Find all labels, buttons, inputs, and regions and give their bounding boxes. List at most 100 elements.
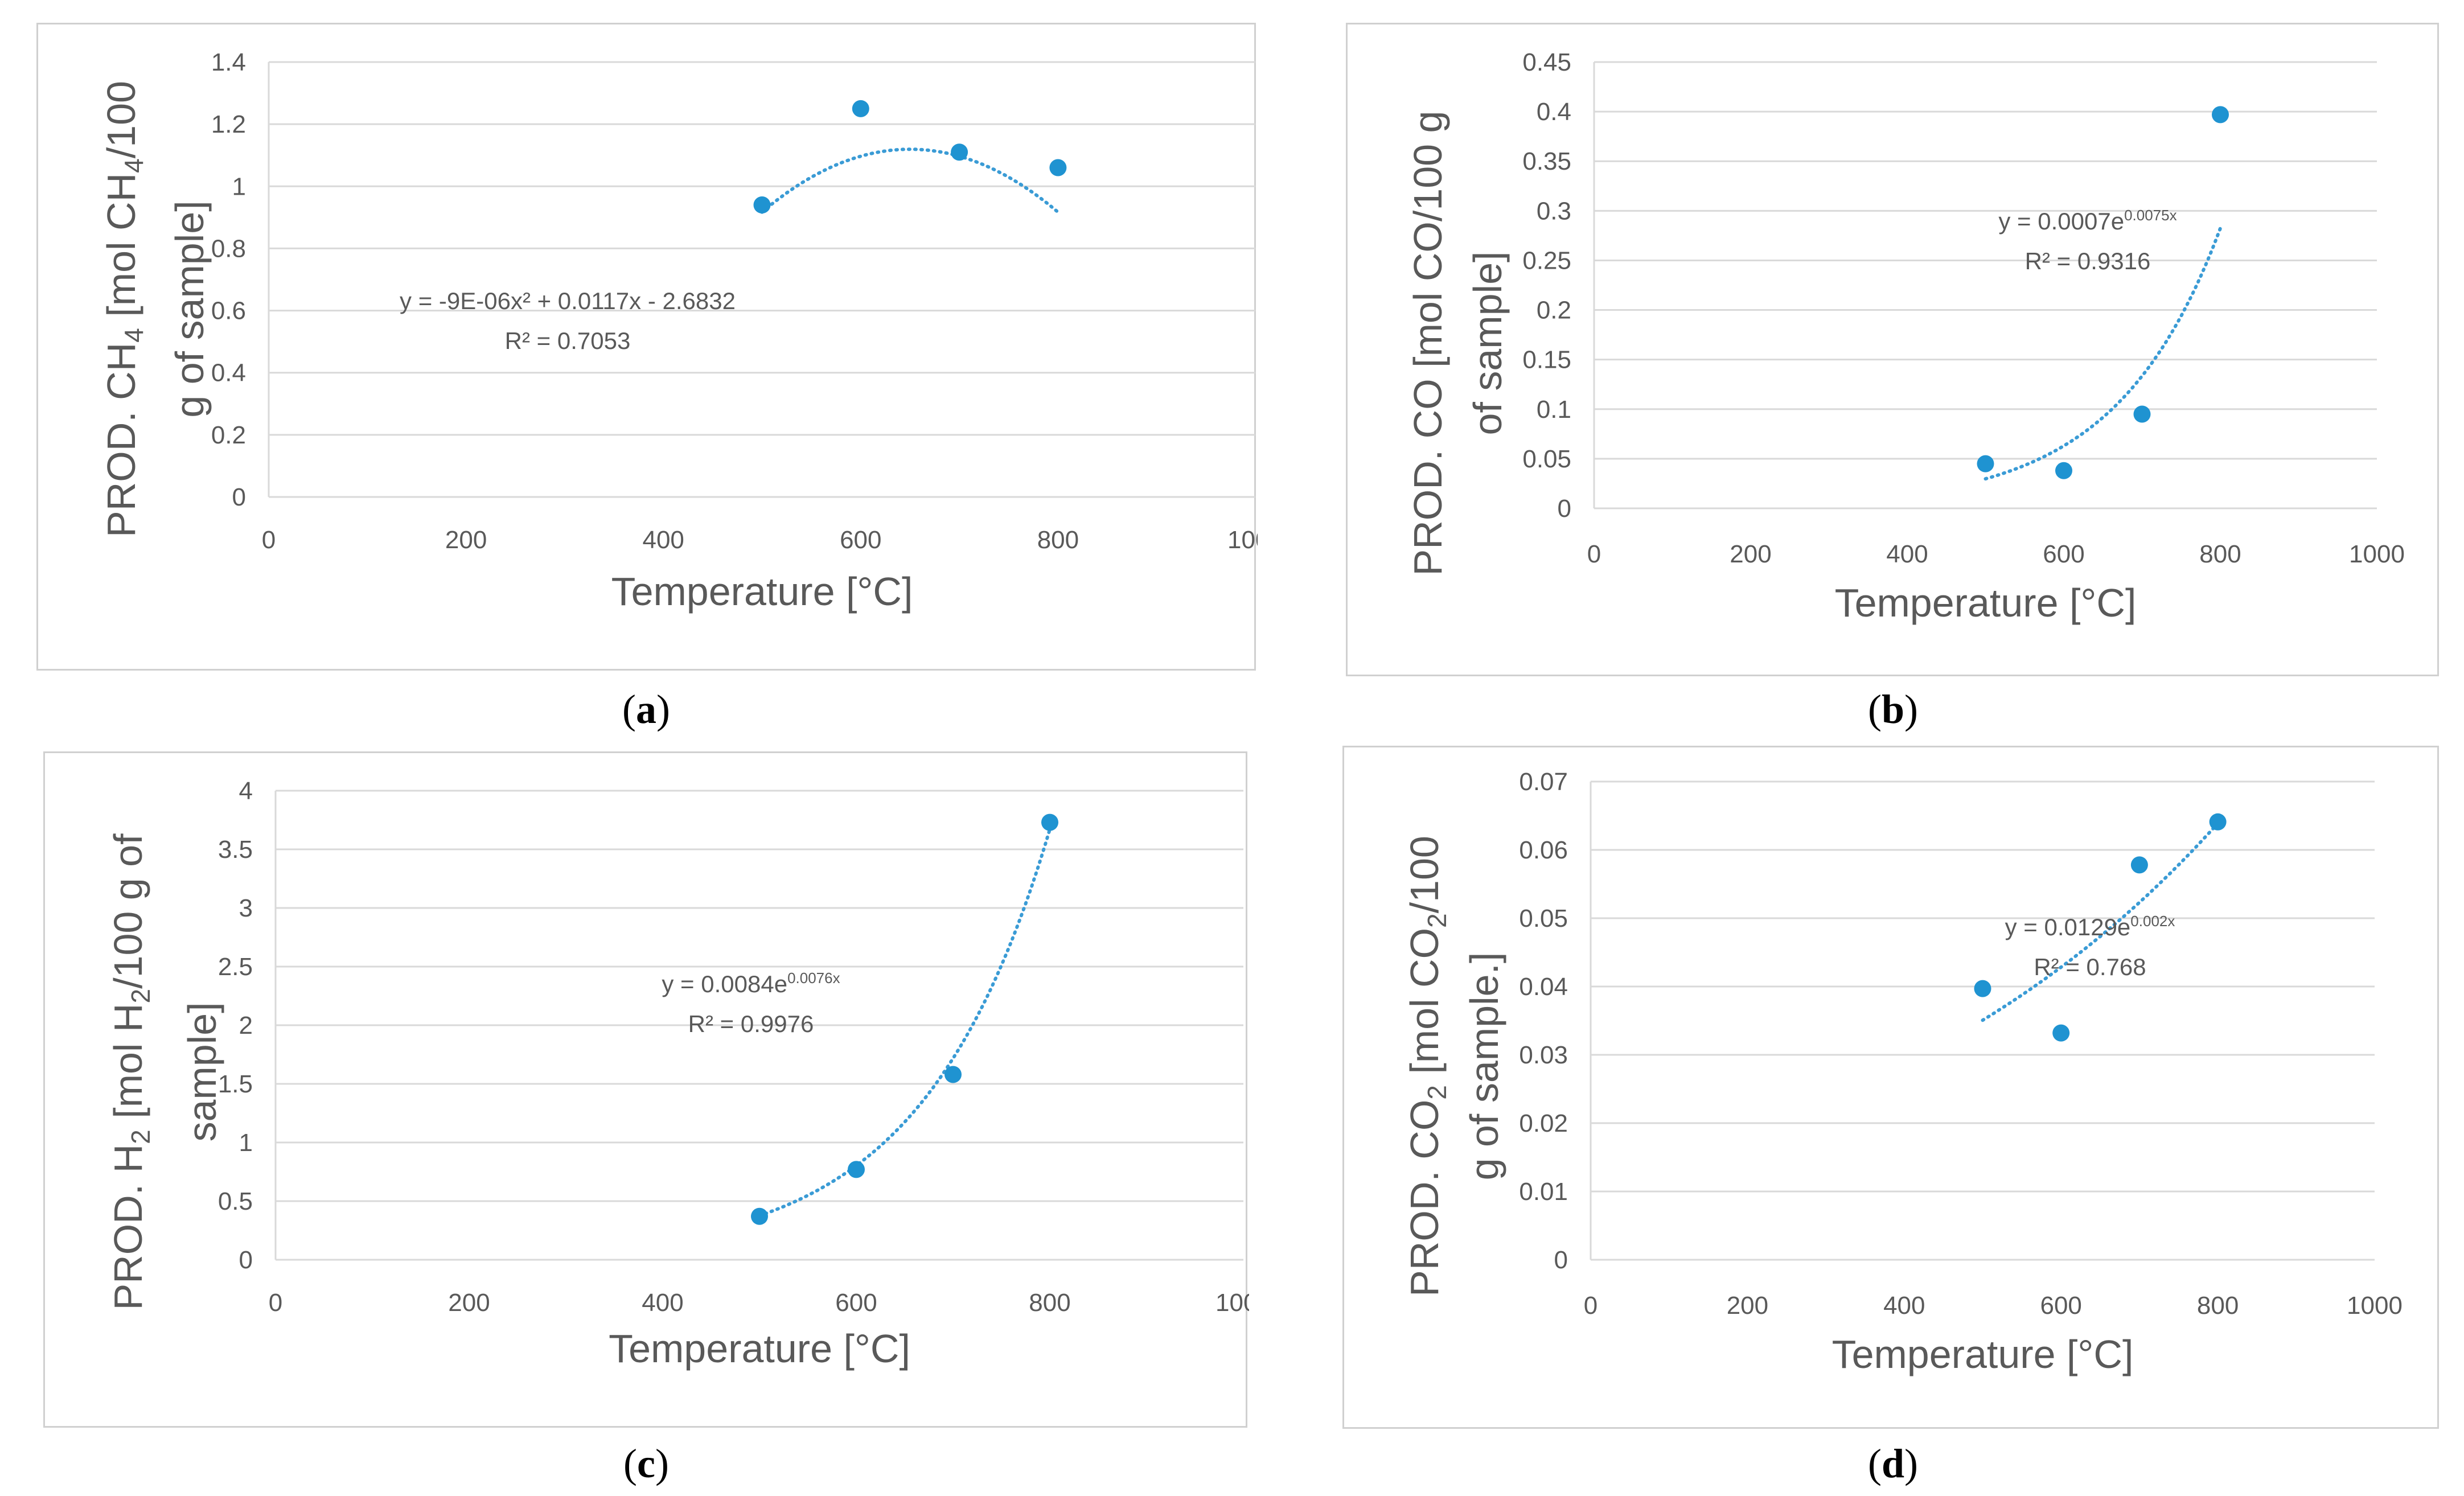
- x-axis-title: Temperature [°C]: [611, 569, 913, 614]
- data-point-2: [944, 1066, 962, 1083]
- y-tick-label: 0: [239, 1246, 253, 1274]
- equation-exponent: 0.0076x: [787, 969, 840, 987]
- y-tick-label: 1: [239, 1129, 253, 1157]
- y-tick-label: 0.2: [1537, 297, 1571, 324]
- y-axis-title: PROD. CO [mol CO/100 g of sample]: [1406, 111, 1510, 576]
- y-tick-label: 1.4: [211, 48, 246, 76]
- y-axis-text: PROD. CH: [99, 343, 143, 537]
- caption-b: (b): [1867, 687, 1918, 732]
- x-tick-label: 1000: [2347, 1292, 2403, 1320]
- y-axis-text: [mol H: [106, 1004, 150, 1130]
- y-tick-label: 0.5: [218, 1187, 253, 1215]
- y-axis-text: [mol CH: [99, 173, 143, 328]
- trendline-equation: y = -9E-06x² + 0.0117x - 2.6832: [400, 287, 736, 314]
- x-tick-label: 200: [1730, 540, 1771, 568]
- x-axis-title: Temperature [°C]: [609, 1326, 910, 1371]
- trendline: [760, 147, 1060, 214]
- x-tick-label: 1000: [1215, 1289, 1249, 1317]
- data-point-3: [2212, 106, 2229, 124]
- y-tick-label: 0: [1558, 495, 1571, 523]
- data-point-0: [753, 196, 771, 214]
- chart-a-svg: 0 0.2 0.4 0.6 0.8 1 1.2 1.4 0 200 400 600 800 1000 Tem…: [99, 48, 1258, 614]
- trendline-equation: y = 0.0007e0.0075x: [1998, 207, 2176, 235]
- caption-d: (d): [1867, 1441, 1918, 1486]
- trendline: [1981, 821, 2220, 1022]
- chart-c-svg: 0 0.5 1 1.5 2 2.5 3 3.5 4 0 200 400 600 800 1000 Temper…: [106, 777, 1249, 1371]
- y-axis-text: PROD. H: [106, 1144, 150, 1310]
- x-tick-label: 200: [445, 526, 487, 554]
- x-tick-label: 400: [1886, 540, 1928, 568]
- y-axis-subscript: 2: [1422, 913, 1452, 928]
- trendline-equation: y = 0.0129e0.002x: [2005, 913, 2175, 940]
- y-axis-subscript: 2: [1422, 1085, 1452, 1100]
- y-tick-label: 0.6: [211, 297, 246, 325]
- trendline: [758, 827, 1052, 1218]
- y-tick-label: 0.1: [1537, 396, 1571, 424]
- x-tick-label: 800: [1029, 1289, 1070, 1317]
- x-tick-label: 800: [1037, 526, 1079, 554]
- x-tick-label: 600: [2040, 1292, 2081, 1320]
- y-axis-text: /100: [1402, 836, 1447, 913]
- y-axis-title-line2: g of sample.]: [1462, 952, 1506, 1181]
- x-axis-title: Temperature [°C]: [1835, 581, 2137, 625]
- x-tick-label: 200: [1727, 1292, 1768, 1320]
- y-tick-label: 0.4: [211, 359, 246, 387]
- y-tick-label: 2: [239, 1012, 253, 1039]
- x-tick-label: 800: [2197, 1292, 2239, 1320]
- y-tick-label: 1: [232, 172, 246, 200]
- y-axis-subscript: 2: [126, 989, 155, 1004]
- data-point-3: [2209, 813, 2227, 831]
- caption-c: (c): [623, 1441, 669, 1486]
- data-point-1: [2055, 462, 2072, 479]
- data-point-0: [1977, 455, 1994, 472]
- y-tick-label: 0: [232, 483, 246, 511]
- x-tick-label: 1000: [2349, 540, 2405, 568]
- trendline-r2: R² = 0.9316: [2025, 248, 2151, 274]
- y-tick-label: 0: [1554, 1246, 1568, 1274]
- y-axis-title-line1: PROD. H2 [mol H2/100 g of: [106, 833, 155, 1310]
- data-point-2: [951, 143, 968, 161]
- x-tick-label: 800: [2199, 540, 2241, 568]
- trendline-r2: R² = 0.768: [2034, 954, 2146, 980]
- y-tick-label: 0.25: [1522, 246, 1571, 274]
- y-tick-label: 0.4: [1537, 98, 1571, 126]
- y-tick-label: 0.06: [1519, 836, 1568, 864]
- y-axis-title-line2: sample]: [180, 1002, 224, 1141]
- x-tick-label: 0: [262, 526, 276, 554]
- y-axis-subscript: 2: [126, 1129, 155, 1144]
- y-tick-label: 4: [239, 777, 253, 805]
- trendline-equation: y = 0.0084e0.0076x: [662, 969, 840, 997]
- y-tick-label: 0.35: [1522, 147, 1571, 175]
- y-tick-label: 0.2: [211, 421, 246, 449]
- y-axis-text: PROD. CO [mol CO/100 g: [1406, 111, 1450, 576]
- trendline: [1983, 227, 2222, 481]
- x-axis-title: Temperature [°C]: [1832, 1332, 2134, 1376]
- y-axis-title-line1: PROD. CH4 [mol CH4/100: [99, 81, 149, 537]
- y-axis-text: /100: [99, 81, 143, 158]
- y-axis-title-line1: PROD. CO2 [mol CO2/100: [1402, 836, 1452, 1297]
- data-point-0: [1974, 980, 1991, 997]
- equation-exponent: 0.0075x: [2124, 207, 2177, 224]
- chart-panel-d: 0 0.01 0.02 0.03 0.04 0.05 0.06 0.07 0 200 400 600 8…: [1342, 746, 2439, 1429]
- data-point-1: [848, 1161, 865, 1178]
- trendline-r2: R² = 0.9976: [688, 1010, 814, 1037]
- y-axis-title-line2: g of sample]: [167, 200, 212, 417]
- y-tick-label: 1.5: [218, 1070, 253, 1098]
- equation-base: y = 0.0129e: [2005, 914, 2131, 940]
- data-point-1: [2052, 1024, 2070, 1042]
- x-tick-label: 0: [1587, 540, 1601, 568]
- y-axis-text: PROD. CO: [1402, 1100, 1447, 1297]
- y-tick-label: 0.03: [1519, 1041, 1568, 1069]
- y-tick-label: 0.8: [211, 235, 246, 262]
- equation-exponent: 0.002x: [2130, 913, 2175, 930]
- y-tick-label: 0.07: [1519, 768, 1568, 796]
- data-point-2: [2133, 405, 2151, 423]
- y-axis-title: PROD. H2 [mol H2/100 g of sample]: [106, 833, 224, 1310]
- x-tick-label: 600: [835, 1289, 877, 1317]
- y-tick-label: 0.05: [1522, 445, 1571, 473]
- chart-panel-b: 0 0.05 0.1 0.15 0.2 0.25 0.3 0.35 0.4 0.45 0 200 400…: [1346, 23, 2439, 676]
- y-axis-text: [mol CO: [1402, 928, 1447, 1085]
- data-point-2: [2130, 856, 2148, 874]
- trendline-r2: R² = 0.7053: [505, 327, 631, 354]
- y-tick-label: 3.5: [218, 836, 253, 864]
